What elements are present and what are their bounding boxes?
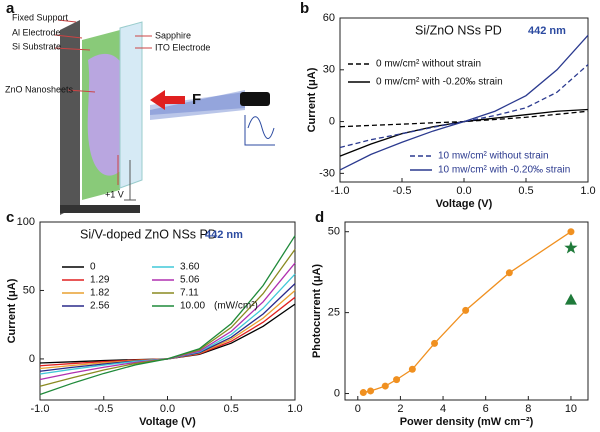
y-tick-label: 50 bbox=[23, 284, 35, 296]
y-axis-label: Photocurrent (μA) bbox=[311, 264, 323, 358]
series-line bbox=[39, 249, 296, 387]
leader bbox=[54, 47, 91, 51]
annotation: 442 nm bbox=[528, 25, 566, 37]
label: Fixed Support bbox=[12, 12, 69, 22]
x-axis-label: Power density (mW cm⁻²) bbox=[400, 416, 534, 428]
sapphire bbox=[119, 21, 143, 189]
y-tick-label: -30 bbox=[319, 167, 335, 179]
x-axis-label: Voltage (V) bbox=[436, 198, 493, 210]
data-point bbox=[408, 365, 416, 373]
x-tick-label: -1.0 bbox=[31, 403, 50, 415]
x-axis-label: Voltage (V) bbox=[139, 416, 196, 428]
x-tick-label: 1.0 bbox=[580, 185, 595, 197]
legend-label: 10 mw/cm² with -0.20‰ strain bbox=[438, 165, 570, 176]
x-tick-label: -0.5 bbox=[393, 185, 412, 197]
x-tick-label: 2 bbox=[397, 403, 403, 415]
data-point bbox=[505, 269, 513, 277]
legend-label: 2.56 bbox=[90, 301, 110, 312]
panel-label: d bbox=[315, 209, 324, 226]
y-axis-label: Current (μA) bbox=[6, 278, 18, 343]
panel-label: a bbox=[6, 0, 15, 17]
label: ZnO Nanosheets bbox=[5, 84, 74, 94]
annotation: 442 nm bbox=[205, 229, 243, 241]
x-tick-label: 10 bbox=[565, 403, 577, 415]
x-tick-label: 1.0 bbox=[287, 403, 302, 415]
label: Sapphire bbox=[155, 30, 191, 40]
chart-title: Si/V-doped ZnO NSs PD bbox=[80, 227, 217, 241]
series-line bbox=[339, 34, 589, 171]
x-tick-label: 0 bbox=[355, 403, 361, 415]
series-line bbox=[39, 283, 296, 372]
data-point bbox=[462, 306, 470, 314]
leader bbox=[54, 34, 83, 39]
x-tick-label: 6 bbox=[483, 403, 489, 415]
panel-label: b bbox=[300, 0, 309, 17]
x-tick-label: 0.5 bbox=[224, 403, 239, 415]
series-line bbox=[339, 64, 589, 149]
series-line bbox=[339, 110, 589, 128]
y-tick-label: 30 bbox=[323, 64, 335, 76]
series-line bbox=[39, 235, 296, 396]
x-tick-label: 0.0 bbox=[456, 185, 471, 197]
legend-label: 7.11 bbox=[180, 288, 199, 299]
nanosheets bbox=[87, 53, 130, 176]
data-point bbox=[564, 240, 578, 254]
y-tick-label: 0 bbox=[29, 353, 35, 365]
base bbox=[60, 205, 140, 213]
y-tick-label: 100 bbox=[17, 216, 35, 228]
data-point bbox=[367, 387, 375, 395]
x-tick-label: 8 bbox=[525, 403, 531, 415]
legend-label: 1.29 bbox=[90, 275, 110, 286]
legend-label: 0 bbox=[90, 262, 96, 273]
panel-label: c bbox=[6, 209, 14, 226]
y-axis-label: Current (μA) bbox=[306, 67, 318, 132]
leader bbox=[57, 19, 77, 23]
x-tick-label: -1.0 bbox=[331, 185, 350, 197]
legend-label: 5.06 bbox=[180, 275, 200, 286]
label: ITO Electrode bbox=[155, 42, 210, 52]
y-tick-label: 0 bbox=[334, 387, 340, 399]
signal-icon bbox=[244, 115, 275, 146]
label: Si Substrate bbox=[12, 41, 61, 51]
device-diagram: Fixed Support Al Electrode Si Substrate … bbox=[5, 12, 275, 215]
support bbox=[60, 20, 80, 215]
force-label: F bbox=[192, 91, 201, 108]
legend-label: 3.60 bbox=[180, 262, 200, 273]
x-tick-label: 0.5 bbox=[518, 185, 533, 197]
chart-title: Si/ZnO NSs PD bbox=[415, 23, 502, 37]
y-tick-label: 50 bbox=[328, 226, 340, 238]
light-source bbox=[240, 92, 270, 106]
legend-label: 1.82 bbox=[90, 288, 110, 299]
beam bbox=[150, 90, 245, 120]
beam-core bbox=[150, 92, 245, 115]
data-point bbox=[359, 389, 367, 397]
x-tick-label: 4 bbox=[440, 403, 446, 415]
label: +1 V bbox=[105, 189, 124, 199]
y-tick-label: 0 bbox=[329, 115, 335, 127]
leader bbox=[67, 89, 96, 93]
legend-label: 0 mw/cm² with -0.20‰ strain bbox=[376, 77, 503, 88]
data-point bbox=[393, 376, 401, 384]
plot-frame bbox=[344, 221, 589, 401]
data-point bbox=[567, 228, 575, 236]
legend-label: 10.00 bbox=[180, 301, 205, 312]
legend-label: 0 mw/cm² without strain bbox=[376, 59, 481, 70]
x-tick-label: 0.0 bbox=[160, 403, 175, 415]
legend-label: 10 mw/cm² without strain bbox=[438, 151, 549, 162]
force-arrow bbox=[150, 90, 185, 110]
data-point bbox=[564, 293, 577, 305]
series-line bbox=[339, 108, 589, 157]
data-point bbox=[431, 339, 439, 347]
y-tick-label: 60 bbox=[323, 12, 335, 24]
y-tick-label: 25 bbox=[328, 307, 340, 319]
legend-unit: (mW/cm²) bbox=[214, 301, 258, 312]
label: Al Electrode bbox=[12, 27, 61, 37]
x-tick-label: -0.5 bbox=[94, 403, 113, 415]
data-point bbox=[381, 382, 389, 390]
